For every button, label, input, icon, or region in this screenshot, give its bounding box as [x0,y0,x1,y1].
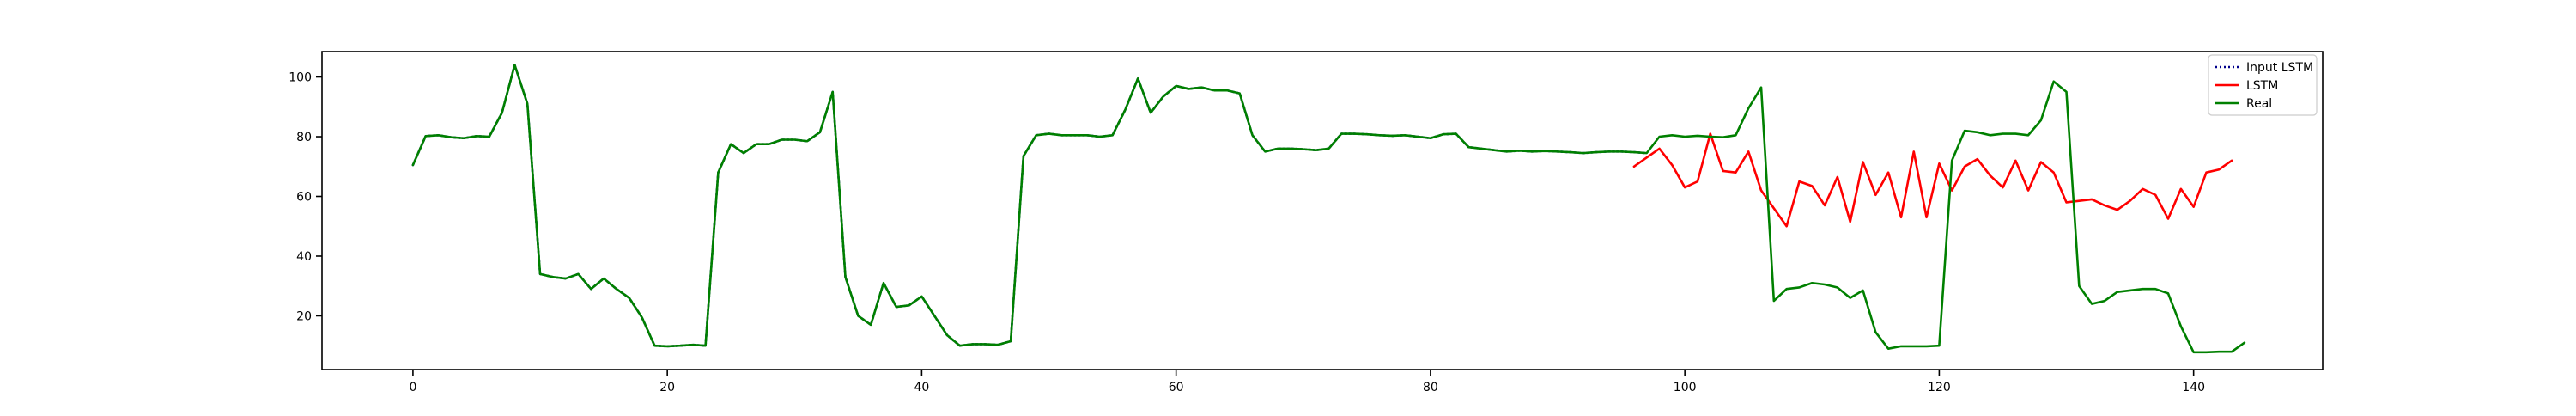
y-tick-label: 100 [289,71,312,85]
series-line-lstm [1632,132,2233,228]
x-tick-label: 20 [659,381,675,395]
x-tick-label: 0 [409,381,416,395]
x-tick-label: 140 [2182,381,2205,395]
x-tick-label: 120 [1928,381,1951,395]
x-axis-ticks: 0 20 40 60 80 100 120 140 [409,370,2205,395]
series-line-real [411,64,2246,354]
legend-box [2208,54,2318,116]
y-tick-label: 40 [296,250,312,264]
legend-label: LSTM [2246,79,2278,93]
y-tick-label: 60 [296,190,312,204]
y-tick-label: 80 [296,131,312,144]
legend: Input LSTM LSTM Real [2208,54,2318,116]
axes [321,51,2324,370]
x-tick-label: 80 [1423,381,1438,395]
x-tick-label: 100 [1674,381,1697,395]
plot-frame [321,51,2324,370]
y-axis-ticks: 20 40 60 80 100 [289,71,322,323]
legend-label: Input LSTM [2246,61,2313,75]
y-tick-label: 20 [296,309,312,323]
x-tick-label: 40 [914,381,929,395]
x-tick-label: 60 [1169,381,1184,395]
legend-label: Real [2246,97,2272,111]
series-lines [411,64,2246,354]
